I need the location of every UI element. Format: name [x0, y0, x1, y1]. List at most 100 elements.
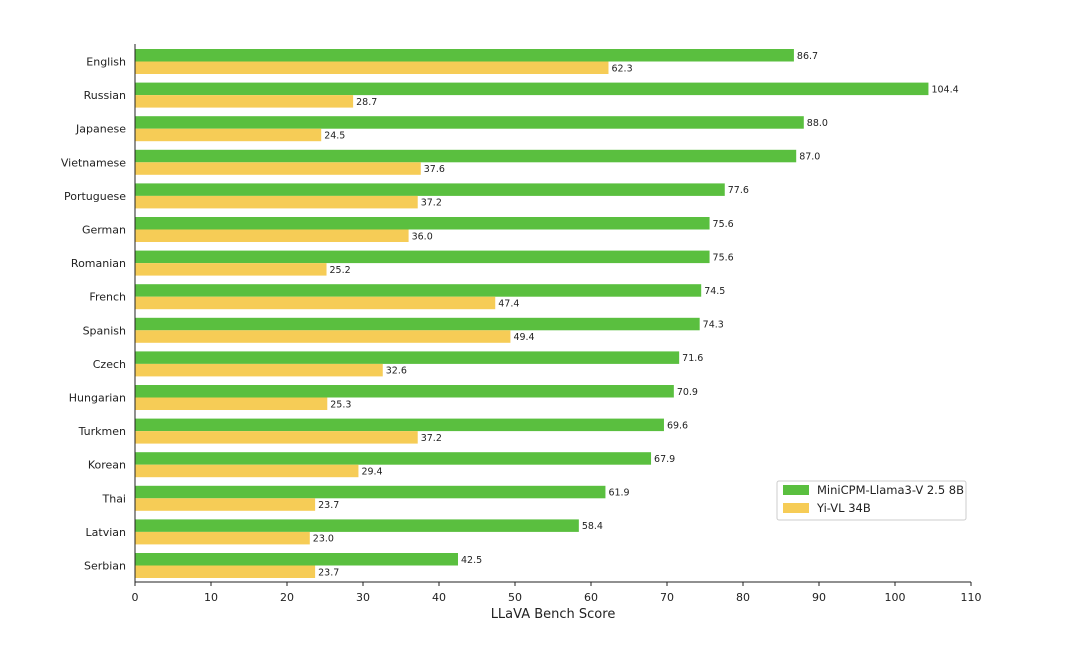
category-label-russian: Russian — [84, 89, 126, 102]
category-label-hungarian: Hungarian — [69, 392, 126, 405]
value-label-yi-vl-hungarian: 25.3 — [330, 399, 351, 410]
legend-label-yi-vl: Yi-VL 34B — [816, 501, 871, 515]
x-tick-label-70: 70 — [660, 591, 674, 604]
value-label-minicpm-korean: 67.9 — [654, 454, 675, 465]
value-label-minicpm-english: 86.7 — [797, 51, 818, 62]
category-label-korean: Korean — [88, 459, 126, 472]
bar-minicpm-latvian — [135, 519, 579, 532]
x-tick-label-10: 10 — [204, 591, 218, 604]
x-tick-label-60: 60 — [584, 591, 598, 604]
bar-yi-vl-turkmen — [135, 431, 418, 444]
bar-minicpm-korean — [135, 452, 652, 465]
category-labels-layer: English Russian Japanese Vietnamese Portugue… — [61, 56, 126, 573]
bars-layer — [135, 49, 929, 578]
value-label-yi-vl-korean: 29.4 — [361, 466, 382, 477]
bar-minicpm-spanish — [135, 317, 700, 331]
bar-yi-vl-french — [135, 296, 496, 310]
bar-yi-vl-romanian — [135, 263, 327, 276]
value-label-minicpm-german: 75.6 — [713, 219, 734, 230]
x-axis-ticks: 0 10 20 30 40 50 60 70 80 90 100 110 — [132, 582, 982, 604]
bar-yi-vl-german — [135, 229, 409, 242]
value-labels-layer: 86.7 62.3 104.4 28.7 88.0 24.5 87.0 37.6 77.6 37.… — [313, 51, 959, 579]
legend-label-minicpm: MiniCPM-Llama3-V 2.5 8B — [817, 483, 964, 497]
value-label-minicpm-russian: 104.4 — [931, 84, 958, 95]
value-label-yi-vl-japanese: 24.5 — [324, 130, 345, 141]
value-label-yi-vl-vietnamese: 37.6 — [424, 164, 445, 175]
bar-minicpm-russian — [135, 82, 929, 96]
value-label-minicpm-french: 74.5 — [704, 286, 725, 297]
legend-swatch-minicpm — [783, 485, 809, 495]
bar-minicpm-french — [135, 284, 702, 297]
value-label-yi-vl-romanian: 25.2 — [330, 265, 351, 276]
value-label-yi-vl-turkmen: 37.2 — [421, 433, 442, 444]
bar-minicpm-serbian — [135, 553, 458, 566]
value-label-minicpm-latvian: 58.4 — [582, 521, 603, 532]
x-axis-title: LLaVA Bench Score — [491, 607, 616, 622]
bar-yi-vl-japanese — [135, 128, 322, 142]
x-tick-label-110: 110 — [961, 591, 982, 604]
value-label-minicpm-serbian: 42.5 — [461, 555, 482, 566]
x-tick-label-80: 80 — [736, 591, 750, 604]
bar-yi-vl-portuguese — [135, 195, 418, 209]
category-label-portuguese: Portuguese — [64, 190, 126, 203]
value-label-yi-vl-spanish: 49.4 — [513, 332, 534, 343]
category-label-vietnamese: Vietnamese — [61, 156, 126, 169]
legend-swatch-yi-vl — [783, 503, 809, 513]
x-tick-label-90: 90 — [812, 591, 826, 604]
value-label-minicpm-spanish: 74.3 — [703, 320, 724, 331]
bar-yi-vl-hungarian — [135, 397, 328, 410]
bar-minicpm-japanese — [135, 116, 804, 129]
x-tick-label-20: 20 — [280, 591, 294, 604]
legend: MiniCPM-Llama3-V 2.5 8B Yi-VL 34B — [776, 480, 967, 521]
value-label-minicpm-hungarian: 70.9 — [677, 387, 698, 398]
bar-minicpm-german — [135, 217, 710, 230]
value-label-yi-vl-serbian: 23.7 — [318, 567, 339, 578]
category-label-english: English — [86, 56, 126, 69]
value-label-yi-vl-latvian: 23.0 — [313, 534, 334, 545]
value-label-yi-vl-portuguese: 37.2 — [421, 198, 442, 209]
category-label-german: German — [82, 224, 126, 237]
value-label-minicpm-romanian: 75.6 — [713, 252, 734, 263]
category-label-serbian: Serbian — [84, 560, 126, 573]
bar-yi-vl-korean — [135, 464, 359, 478]
bar-yi-vl-thai — [135, 498, 316, 511]
x-tick-label-30: 30 — [356, 591, 370, 604]
bar-minicpm-turkmen — [135, 418, 664, 432]
category-label-latvian: Latvian — [86, 526, 126, 539]
bar-yi-vl-latvian — [135, 531, 310, 545]
category-label-czech: Czech — [93, 358, 126, 371]
x-tick-label-40: 40 — [432, 591, 446, 604]
value-label-minicpm-japanese: 88.0 — [807, 118, 828, 129]
category-label-japanese: Japanese — [75, 123, 126, 136]
value-label-yi-vl-thai: 23.7 — [318, 500, 339, 511]
bar-yi-vl-english — [135, 61, 609, 74]
legend-box — [776, 480, 967, 521]
value-label-yi-vl-german: 36.0 — [412, 231, 433, 242]
bar-minicpm-english — [135, 49, 794, 62]
bar-yi-vl-czech — [135, 363, 383, 377]
x-tick-label-50: 50 — [508, 591, 522, 604]
bar-yi-vl-russian — [135, 95, 354, 108]
bar-yi-vl-spanish — [135, 330, 511, 343]
bar-minicpm-portuguese — [135, 183, 725, 196]
value-label-minicpm-portuguese: 77.6 — [728, 185, 749, 196]
category-label-spanish: Spanish — [83, 324, 126, 337]
category-label-turkmen: Turkmen — [78, 425, 126, 438]
value-label-yi-vl-french: 47.4 — [498, 298, 519, 309]
x-tick-label-100: 100 — [885, 591, 906, 604]
bar-minicpm-thai — [135, 485, 606, 499]
category-label-romanian: Romanian — [71, 257, 126, 270]
value-label-minicpm-czech: 71.6 — [682, 353, 703, 364]
value-label-minicpm-thai: 61.9 — [608, 488, 629, 499]
bar-yi-vl-vietnamese — [135, 162, 421, 175]
bar-minicpm-romanian — [135, 250, 710, 264]
bar-minicpm-hungarian — [135, 385, 674, 398]
value-label-yi-vl-czech: 32.6 — [386, 366, 407, 377]
x-tick-label-0: 0 — [132, 591, 139, 604]
value-label-minicpm-vietnamese: 87.0 — [799, 152, 820, 163]
category-label-thai: Thai — [102, 492, 127, 505]
value-label-yi-vl-english: 62.3 — [611, 63, 632, 74]
category-label-french: French — [89, 291, 126, 304]
bar-minicpm-czech — [135, 351, 680, 364]
